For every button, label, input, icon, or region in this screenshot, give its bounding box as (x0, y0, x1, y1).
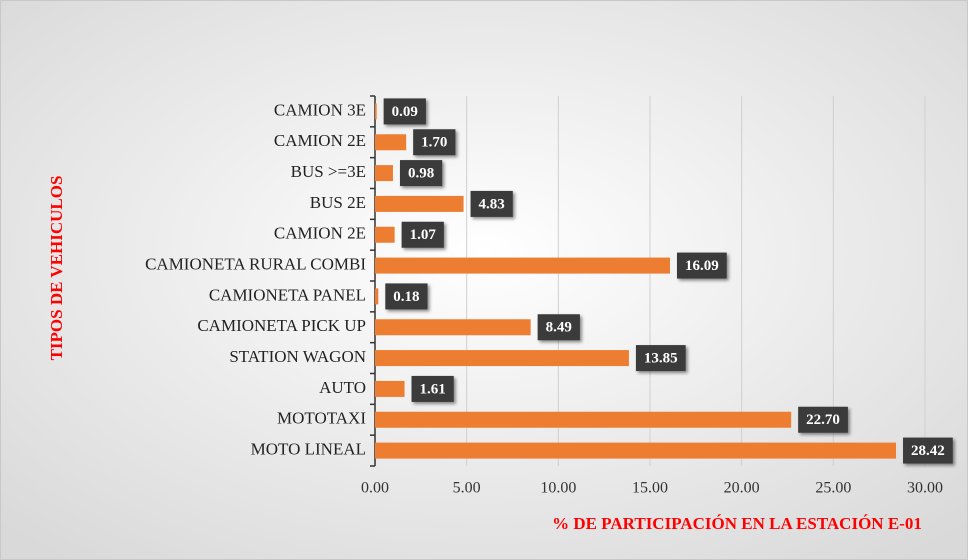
value-label-box (411, 375, 454, 402)
y-axis-title: TIPOS DE VEHICULOS (47, 176, 66, 361)
value-label-box (401, 221, 444, 248)
y-tick-label: CAMION 2E (274, 131, 366, 150)
value-label-box (676, 252, 727, 279)
value-label-box (399, 160, 443, 187)
y-tick-label: MOTOTAXI (277, 409, 366, 428)
bar (375, 165, 393, 182)
value-label-box (470, 190, 513, 217)
value-label: 28.42 (911, 443, 945, 459)
x-axis-title: % DE PARTICIPACIÓN EN LA ESTACIÓN E-01 (552, 514, 922, 533)
bar (375, 380, 405, 397)
value-label: 1.07 (410, 227, 437, 243)
x-tick-label: 30.00 (907, 480, 943, 497)
y-tick-label: BUS >=3E (291, 162, 366, 181)
bar (375, 195, 464, 212)
value-label: 22.70 (806, 412, 840, 428)
bar (375, 257, 670, 274)
bar (375, 442, 897, 459)
value-label: 16.09 (685, 258, 719, 274)
bar (375, 134, 407, 151)
y-tick-label: MOTO LINEAL (251, 439, 366, 458)
y-tick-label: CAMIONETA RURAL COMBI (145, 254, 366, 273)
value-label: 8.49 (546, 320, 572, 336)
value-label-box (903, 437, 953, 464)
x-tick-label: 15.00 (632, 480, 668, 497)
value-label-box (385, 283, 428, 310)
bar (375, 411, 792, 428)
value-label: 0.98 (408, 166, 434, 182)
x-tick-label: 5.00 (453, 480, 481, 497)
bar (375, 350, 629, 367)
y-tick-label: AUTO (319, 378, 366, 397)
y-tick-label: BUS 2E (310, 193, 366, 212)
y-tick-label: STATION WAGON (229, 347, 366, 366)
bar (375, 226, 395, 243)
value-label: 0.09 (392, 104, 418, 120)
value-label-box (798, 406, 848, 433)
bar (375, 288, 379, 305)
value-label: 0.18 (393, 289, 419, 305)
y-tick-label: CAMIONETA PANEL (209, 285, 366, 304)
y-tick-label: CAMIONETA PICK UP (197, 316, 366, 335)
value-label-box (413, 129, 456, 156)
value-label: 1.61 (420, 381, 446, 397)
x-tick-label: 10.00 (540, 480, 576, 497)
bar (375, 103, 377, 120)
y-tick-label: CAMION 2E (274, 224, 366, 243)
value-label: 13.85 (644, 351, 678, 367)
x-tick-label: 20.00 (724, 480, 760, 497)
x-tick-label: 25.00 (815, 480, 851, 497)
value-label-box (383, 98, 426, 125)
x-tick-label: 0.00 (361, 480, 389, 497)
value-label: 4.83 (479, 196, 505, 212)
value-label-box (635, 345, 686, 372)
value-label: 1.70 (421, 135, 447, 151)
bar (375, 319, 531, 336)
y-tick-label: CAMION 3E (274, 100, 366, 119)
value-label-box (537, 314, 580, 341)
